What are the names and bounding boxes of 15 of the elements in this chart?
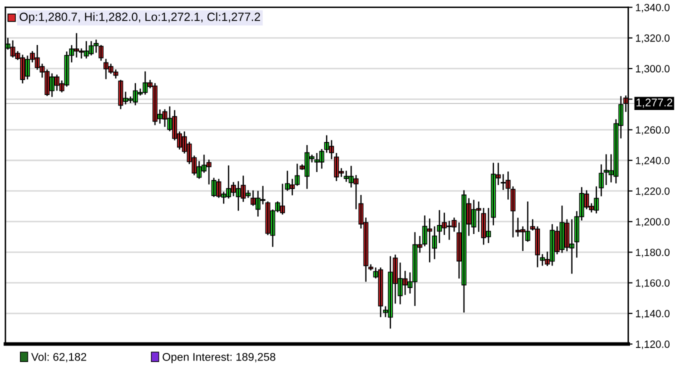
y-tick-label: 1,120.0 (636, 340, 670, 350)
ref-line-label: 1,277.2 (636, 98, 672, 108)
y-tick-label: 1,160.0 (636, 279, 670, 288)
y-tick-label: 1,240.0 (636, 156, 670, 166)
y-tick-label: 1,260.0 (636, 126, 670, 135)
text: Vol: 62,182 (31, 352, 86, 362)
text: Open Interest: 189,258 (162, 353, 276, 364)
y-tick-label: 1,220.0 (636, 187, 670, 196)
y-tick-label: 1,340.0 (636, 4, 670, 12)
chart-title: Op:1,280.7, Hi:1,282.0, Lo:1,272.1, Cl:1,277.2 (20, 12, 260, 24)
y-tick-label: 1,200.0 (636, 218, 670, 227)
y-tick-label: 1,140.0 (636, 310, 670, 319)
y-tick-label: 1,300.0 (636, 65, 670, 74)
y-tick-label: 1,320.0 (636, 34, 670, 44)
y-tick-label: 1,180.0 (636, 248, 670, 258)
